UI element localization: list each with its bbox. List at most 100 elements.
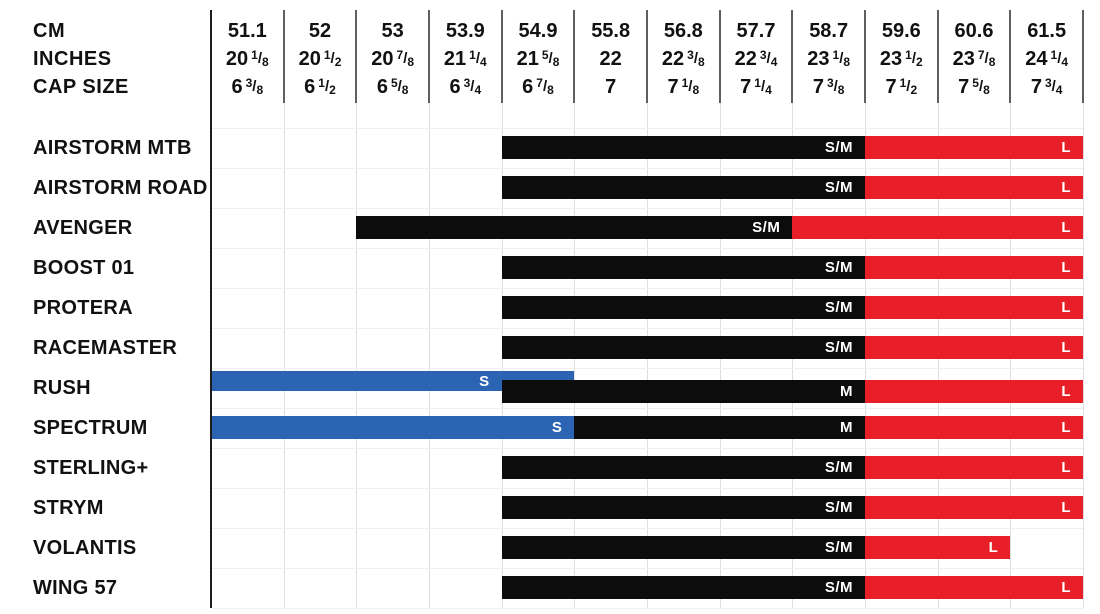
header-inches-value: 23 1/2 <box>879 48 923 70</box>
size-label: L <box>1061 339 1071 356</box>
row-gridline <box>211 568 1083 569</box>
header-cm-value: 59.6 <box>881 20 921 42</box>
header-cm-value: 55.8 <box>591 20 631 42</box>
row-gridline <box>211 608 1083 609</box>
header-cm-value: 56.8 <box>663 20 703 42</box>
header-inches-value: 22 <box>599 48 622 70</box>
header-inches-value: 24 1/4 <box>1025 48 1069 70</box>
header-capsize-value: 7 3/4 <box>1030 76 1063 98</box>
header-cm-value: 52 <box>308 20 332 42</box>
model-label: STRYM <box>33 496 104 519</box>
size-bar-segment: S/M <box>501 576 865 599</box>
size-label: S/M <box>824 339 853 356</box>
size-bar-segment: L <box>865 256 1083 279</box>
size-bar-segment: S/M <box>501 456 865 479</box>
header-cm-value: 53.9 <box>445 20 485 42</box>
size-label: L <box>1061 383 1071 400</box>
size-label: S/M <box>824 459 853 476</box>
header-capsize-value: 7 1/2 <box>885 76 918 98</box>
header-capsize-value: 6 3/8 <box>231 76 264 98</box>
size-bar-segment: L <box>792 216 1083 239</box>
size-label: L <box>1061 179 1071 196</box>
size-label: L <box>1061 139 1071 156</box>
row-gridline <box>211 328 1083 329</box>
header-column-separator <box>1082 10 1084 103</box>
header-column-separator <box>791 10 794 103</box>
size-label: M <box>839 419 853 436</box>
header-cm-value: 57.7 <box>736 20 776 42</box>
header-cm-value: 60.6 <box>954 20 994 42</box>
size-bar-segment: S/M <box>501 296 865 319</box>
header-inches-value: 23 7/8 <box>952 48 996 70</box>
header-column-separator <box>355 10 358 103</box>
model-label: AIRSTORM MTB <box>33 136 192 159</box>
size-label: S/M <box>824 259 853 276</box>
row-gridline <box>211 368 1083 369</box>
header-cm-value: 51.1 <box>227 20 267 42</box>
model-label: WING 57 <box>33 576 118 599</box>
header-column-separator <box>500 10 503 103</box>
size-label: L <box>1061 499 1071 516</box>
size-label: L <box>1061 459 1071 476</box>
size-bar-segment: L <box>865 536 1011 559</box>
size-label: S/M <box>824 539 853 556</box>
model-label: RACEMASTER <box>33 336 178 359</box>
header-capsize-value: 7 3/8 <box>812 76 845 98</box>
size-label: S/M <box>752 219 781 236</box>
header-cm-value: 54.9 <box>518 20 558 42</box>
axis-line <box>210 10 212 608</box>
header-inches-value: 23 1/8 <box>807 48 851 70</box>
size-label: L <box>1061 299 1071 316</box>
size-bar-segment: L <box>865 136 1083 159</box>
size-label: S <box>551 419 563 436</box>
header-column-separator <box>1009 10 1012 103</box>
model-label: STERLING+ <box>33 456 149 479</box>
size-bar-segment: S/M <box>501 536 865 559</box>
model-label: SPECTRUM <box>33 416 148 439</box>
header-inches-value: 21 1/4 <box>443 48 487 70</box>
header-column-separator <box>428 10 430 103</box>
row-gridline <box>211 168 1083 169</box>
size-bar-segment: L <box>865 336 1083 359</box>
size-bar-segment: M <box>501 380 865 403</box>
row-gridline <box>211 408 1083 409</box>
size-label: S/M <box>824 179 853 196</box>
header-inches-value: 20 7/8 <box>371 48 415 70</box>
header-capsize-value: 7 <box>605 76 617 98</box>
size-label: S/M <box>824 139 853 156</box>
row-gridline <box>211 208 1083 209</box>
size-label: M <box>839 383 853 400</box>
header-inches-value: 22 3/4 <box>734 48 778 70</box>
size-bar-segment: S <box>211 371 502 391</box>
header-inches-value: 20 1/8 <box>225 48 269 70</box>
header-capsize-value: 7 5/8 <box>958 76 990 98</box>
size-bar-segment: S <box>211 416 575 439</box>
size-label: L <box>1061 579 1071 596</box>
model-label: RUSH <box>33 376 91 399</box>
header-row-label-capsize: CAP SIZE <box>33 76 129 98</box>
header-capsize-value: 7 1/8 <box>667 76 700 98</box>
header-column-separator <box>718 10 721 103</box>
column-gridline <box>429 103 430 608</box>
model-label: VOLANTIS <box>33 536 137 559</box>
header-cm-value: 58.7 <box>809 20 849 42</box>
header-cm-value: 61.5 <box>1027 20 1067 42</box>
header-capsize-value: 6 1/2 <box>304 76 336 98</box>
header-column-separator <box>864 10 866 103</box>
size-bar-segment: S/M <box>501 176 865 199</box>
size-bar-segment: S/M <box>501 336 865 359</box>
row-gridline <box>211 288 1083 289</box>
column-gridline <box>356 103 358 608</box>
header-inches-value: 21 5/8 <box>516 48 560 70</box>
size-label: L <box>1061 259 1071 276</box>
header-row-label-cm: CM <box>33 20 66 42</box>
column-gridline <box>1083 103 1084 608</box>
header-capsize-value: 6 7/8 <box>522 76 554 98</box>
model-label: BOOST 01 <box>33 256 135 279</box>
header-cm-value: 53 <box>381 20 404 42</box>
size-bar-segment: S/M <box>356 216 793 239</box>
size-bar-segment: L <box>865 416 1083 439</box>
header-inches-value: 20 1/2 <box>298 48 342 70</box>
header-column-separator <box>573 10 576 103</box>
